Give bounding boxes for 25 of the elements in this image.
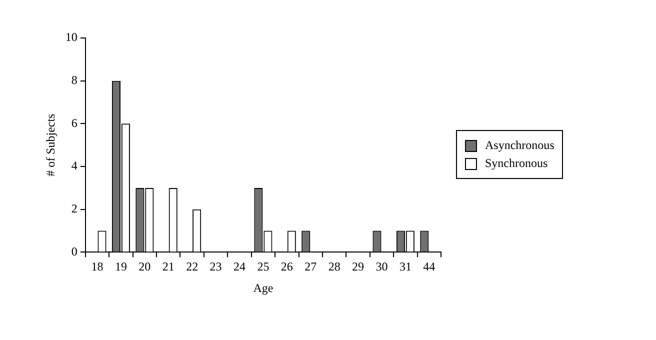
y-tick-label: 4 [71, 158, 78, 173]
text: Synchronous [485, 156, 548, 171]
x-tick-label: 23 [210, 260, 222, 274]
y-tick-label: 8 [71, 72, 78, 87]
x-tick-label: 18 [91, 260, 104, 274]
y-tick-label: 2 [71, 202, 78, 216]
x-tick-label: 30 [376, 260, 388, 274]
x-tick-label: 29 [352, 260, 364, 274]
x-tick-label: 21 [162, 260, 174, 274]
x-tick-label: 24 [233, 260, 246, 274]
x-tick-label: 26 [280, 260, 293, 274]
x-tick-label: 19 [114, 260, 127, 274]
x-axis-title: Age [253, 280, 274, 295]
y-tick-label: 6 [71, 116, 78, 130]
x-tick-label: 20 [138, 260, 151, 274]
x-tick-label: 31 [399, 260, 412, 274]
x-tick-label: 25 [257, 260, 270, 274]
x-tick-label: 44 [423, 260, 436, 274]
legend-label: Asynchronous [485, 138, 554, 153]
y-tick-label: 0 [71, 244, 78, 258]
y-axis-title: # of Subjects [43, 113, 58, 176]
x-tick-label: 22 [186, 260, 198, 274]
x-tick-label: 27 [304, 260, 317, 274]
x-tick-label: 28 [328, 260, 340, 274]
y-tick-label: 10 [65, 30, 78, 44]
